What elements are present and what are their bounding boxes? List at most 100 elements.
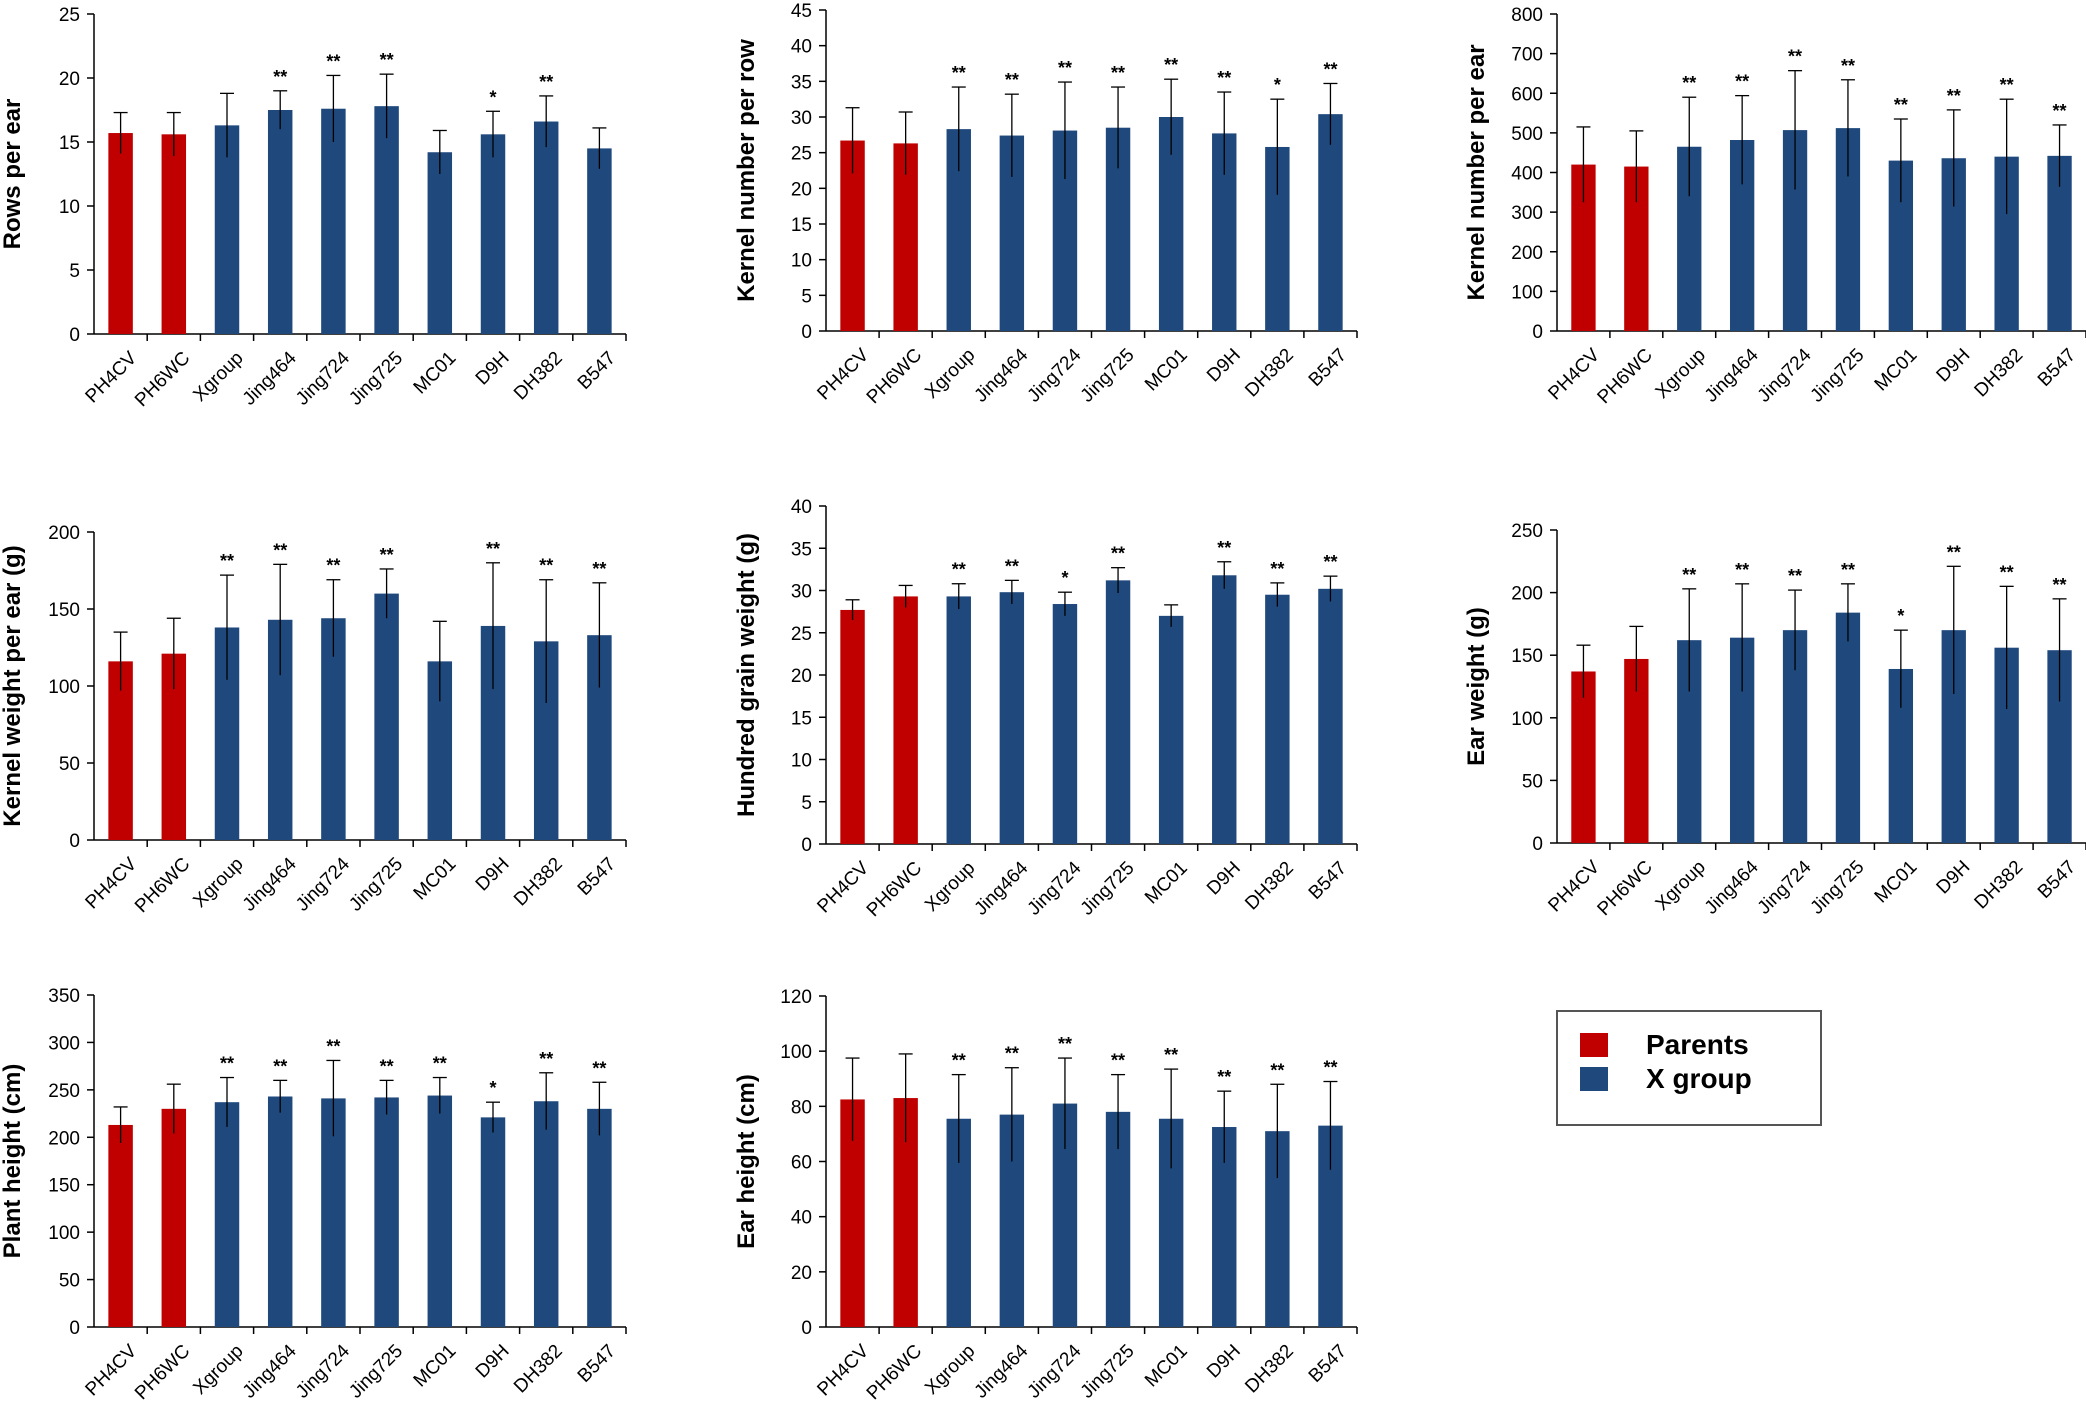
chart-panel-5: 0 5 10 15 20 25 30 35 40 Hundred grain weight (g)… — [733, 497, 1358, 921]
chart-panel-2: 0 5 10 15 20 25 30 35 40 45 Kernel number per row P… — [733, 1, 1358, 408]
bar-ph4cv — [108, 1124, 133, 1327]
y-tick-label: 30 — [791, 582, 812, 603]
bar-b547 — [587, 1108, 612, 1327]
bar-jing464 — [267, 1096, 293, 1327]
x-tick-label: Jing464 — [971, 1340, 1033, 1402]
x-tick-label: DH382 — [1241, 1341, 1298, 1398]
y-tick-label: 30 — [791, 108, 812, 129]
x-tick-label: Jing725 — [1077, 345, 1139, 407]
significance-label: ** — [1270, 559, 1284, 579]
y-tick-label: 100 — [48, 1223, 80, 1244]
bar-jing724 — [1052, 604, 1078, 844]
significance-label: ** — [1111, 63, 1125, 83]
significance-label: ** — [433, 1054, 447, 1074]
significance-label: ** — [592, 559, 606, 579]
significance-label: ** — [1217, 538, 1231, 558]
y-tick-label: 15 — [791, 708, 812, 729]
y-tick-label: 350 — [48, 986, 80, 1007]
x-tick-label: Jing464 — [1701, 344, 1763, 406]
significance-label: * — [1274, 75, 1281, 95]
legend-item-xgroup: X group — [1580, 1064, 1810, 1094]
significance-label: ** — [1788, 47, 1802, 67]
x-tick-label: B547 — [1305, 858, 1351, 904]
significance-label: ** — [1005, 1044, 1019, 1064]
bar-ph4cv — [108, 133, 133, 334]
y-tick-label: 0 — [69, 325, 80, 346]
significance-label: ** — [592, 1058, 606, 1078]
y-tick-label: 25 — [59, 5, 80, 26]
significance-label: ** — [952, 560, 966, 580]
x-tick-label: Jing724 — [292, 347, 354, 409]
x-tick-label: MC01 — [1871, 345, 1922, 396]
x-tick-label: PH6WC — [863, 858, 926, 921]
bar-dh382 — [1265, 594, 1290, 844]
x-tick-label: B547 — [574, 854, 620, 900]
x-tick-label: D9H — [472, 1341, 514, 1383]
x-tick-label: D9H — [1933, 857, 1975, 899]
bar-jing464 — [267, 110, 293, 334]
significance-label: ** — [380, 545, 394, 565]
x-tick-label: B547 — [574, 1341, 620, 1387]
significance-label: ** — [1735, 560, 1749, 580]
bar-dh382 — [533, 1101, 559, 1327]
significance-label: ** — [1164, 1045, 1178, 1065]
significance-label: ** — [486, 539, 500, 559]
significance-label: ** — [539, 72, 553, 92]
x-tick-label: DH382 — [510, 1341, 567, 1398]
significance-label: ** — [2053, 101, 2067, 121]
significance-label: ** — [1217, 68, 1231, 88]
y-tick-label: 200 — [1511, 243, 1543, 264]
x-tick-label: D9H — [1203, 858, 1245, 900]
y-tick-label: 35 — [791, 72, 812, 93]
significance-label: ** — [952, 1051, 966, 1071]
x-tick-label: MC01 — [1141, 345, 1192, 396]
x-tick-label: D9H — [472, 854, 514, 896]
significance-label: ** — [1270, 1060, 1284, 1080]
y-axis-title: Plant height (cm) — [0, 1064, 26, 1259]
bar-xgroup — [214, 1102, 240, 1327]
bar-b547 — [587, 148, 612, 334]
significance-label: ** — [1947, 86, 1961, 106]
y-tick-label: 300 — [1511, 203, 1543, 224]
y-tick-label: 0 — [69, 1318, 80, 1339]
significance-label: ** — [1323, 1058, 1337, 1078]
significance-label: ** — [539, 556, 553, 576]
y-tick-label: 100 — [1511, 709, 1543, 730]
significance-label: ** — [1682, 565, 1696, 585]
x-tick-label: Jing725 — [1807, 857, 1869, 919]
y-tick-label: 20 — [791, 1263, 812, 1284]
x-tick-label: DH382 — [510, 348, 567, 405]
significance-label: ** — [952, 63, 966, 83]
significance-label: ** — [273, 67, 287, 87]
x-tick-label: D9H — [1203, 1341, 1245, 1383]
y-tick-label: 80 — [791, 1097, 812, 1118]
x-tick-label: MC01 — [1871, 857, 1922, 908]
y-tick-label: 25 — [791, 624, 812, 645]
x-tick-label: Xgroup — [189, 1341, 247, 1399]
x-tick-label: B547 — [574, 348, 620, 394]
y-tick-label: 600 — [1511, 84, 1543, 105]
x-tick-label: MC01 — [410, 348, 461, 399]
y-tick-label: 150 — [1511, 646, 1543, 667]
significance-label: ** — [380, 50, 394, 70]
bar-b547 — [1318, 588, 1343, 844]
significance-label: ** — [1005, 556, 1019, 576]
bar-jing724 — [321, 108, 346, 334]
x-tick-label: Jing464 — [971, 857, 1033, 919]
legend-item-parents: Parents — [1580, 1030, 1810, 1060]
x-tick-label: Jing464 — [1701, 856, 1763, 918]
legend-swatch-parents — [1580, 1033, 1608, 1057]
y-axis-title: Ear height (cm) — [733, 1074, 760, 1249]
bar-jing464 — [999, 592, 1025, 844]
y-tick-label: 120 — [780, 987, 812, 1008]
chart-panel-3: 0 100 200 300 400 500 600 700 800 Kernel number p… — [1463, 5, 2086, 408]
y-axis-title: Rows per ear — [0, 99, 26, 250]
y-tick-label: 5 — [69, 261, 80, 282]
significance-label: * — [1061, 568, 1068, 588]
y-tick-label: 5 — [801, 286, 812, 307]
significance-label: ** — [1005, 70, 1019, 90]
x-tick-label: Jing724 — [1024, 1340, 1086, 1402]
